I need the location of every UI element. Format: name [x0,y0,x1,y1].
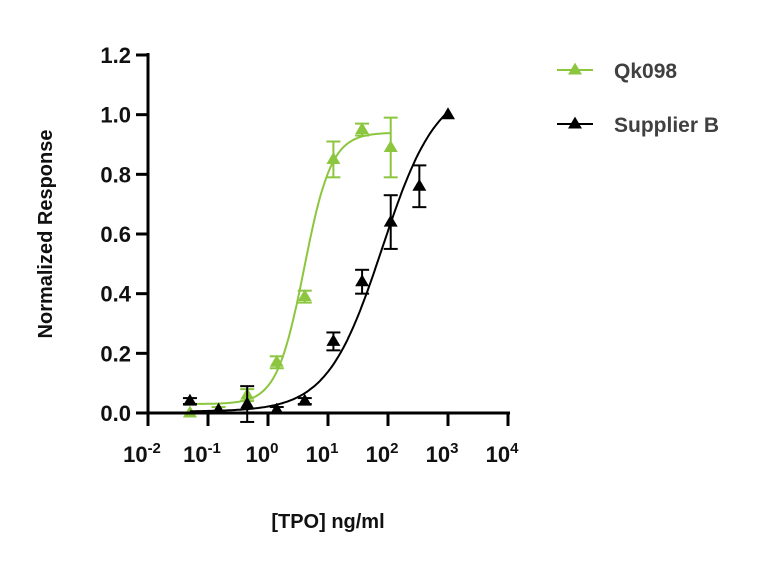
legend-item: Qk098 [557,60,677,83]
x-tick-label: 103 [426,440,459,467]
data-point [182,393,197,406]
y-tick-label: 0.8 [100,162,131,187]
x-tick-base: 10 [183,442,207,467]
x-tick-exponent: 3 [450,440,458,457]
data-point [412,178,427,191]
x-tick-label: 100 [246,440,279,467]
data-point [383,214,398,227]
data-point [326,152,341,164]
data-point [297,393,312,406]
data-point [240,396,255,409]
x-tick-base: 10 [426,442,450,467]
y-axis-label: Normalized Response [35,130,57,339]
legend-marker [568,62,582,75]
data-point [355,122,370,135]
fit-curve [189,111,449,413]
data-point [297,289,312,302]
x-tick-label: 10-2 [123,440,161,467]
legend-label: Supplier B [614,114,719,137]
x-axis-label: [TPO] ng/ml [271,511,384,533]
legend-label: Qk098 [614,60,677,83]
x-tick-exponent: -1 [208,440,221,457]
x-tick-base: 10 [123,442,147,467]
x-tick-exponent: 1 [330,440,338,457]
y-tick-label: 1.2 [100,43,131,68]
plot-area [182,107,455,423]
x-tick-exponent: -2 [148,440,161,457]
data-point [326,334,341,346]
y-tick-label: 1.0 [100,103,131,128]
legend-marker [568,116,582,129]
series-supplier-b [182,107,455,423]
x-tick-label: 101 [306,440,339,467]
y-tick-label: 0.6 [100,222,131,247]
y-tick-label: 0.2 [100,341,131,366]
x-tick-base: 10 [306,442,330,467]
series-qk098 [182,116,398,418]
data-point [383,140,398,153]
x-tick-base: 10 [486,442,510,467]
x-tick-exponent: 0 [270,440,278,457]
x-tick-label: 104 [486,440,519,467]
x-tick-exponent: 4 [510,440,519,457]
legend-item: Supplier B [557,114,719,137]
legend: Qk098 Supplier B [557,60,719,137]
x-tick-base: 10 [246,442,270,467]
y-tick-label: 0.0 [100,401,131,426]
data-point [441,107,455,120]
x-tick-label: 102 [366,440,399,467]
y-tick-label: 0.4 [100,282,131,307]
data-point [355,274,370,287]
fit-curve [189,132,391,405]
x-tick-exponent: 2 [390,440,398,457]
data-point [269,354,284,367]
x-tick-label: 10-1 [183,440,221,467]
axes: 0.00.20.40.60.81.01.210-2 10-1 100 101 102 10… [100,43,519,467]
x-tick-base: 10 [366,442,390,467]
